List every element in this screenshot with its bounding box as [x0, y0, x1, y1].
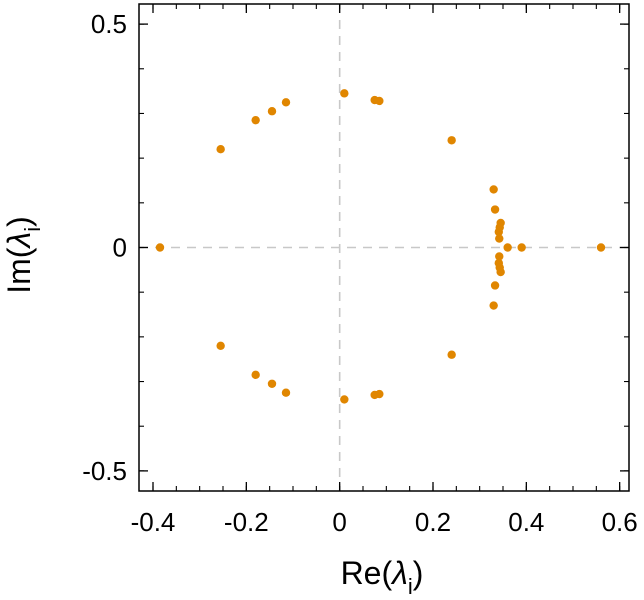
plot-frame: [138, 3, 630, 492]
eigenvalue-point: [375, 96, 384, 106]
eigenvalue-point: [216, 341, 225, 350]
eigenvalue-point: [503, 243, 512, 252]
eigenvalue-point: [340, 395, 349, 404]
x-axis-label: Re(λi): [341, 555, 424, 599]
eigenvalue-point: [495, 252, 504, 261]
eigenvalue-point: [155, 243, 165, 252]
eigenvalue-point: [281, 388, 291, 397]
y-tick-label: 0.5: [91, 9, 127, 39]
eigenvalue-point: [517, 243, 526, 252]
eigenvalue-point: [216, 145, 225, 154]
eigenvalue-point: [340, 89, 349, 98]
data-points: [155, 89, 606, 404]
eigenvalue-point: [596, 243, 606, 252]
axis-ticks: [139, 4, 629, 491]
eigenvalue-point: [267, 107, 277, 116]
eigenvalue-point: [375, 389, 384, 399]
eigenvalue-point: [267, 379, 277, 388]
eigenvalue-point: [447, 350, 456, 359]
eigenvalue-point: [489, 301, 498, 310]
eigenvalue-point: [281, 98, 291, 107]
eigenvalue-point: [447, 136, 456, 145]
eigenvalue-point: [494, 227, 503, 237]
y-axis-label: Im(λi): [1, 216, 45, 294]
eigenvalue-point: [495, 234, 504, 243]
x-tick-label: 0.6: [602, 507, 638, 537]
y-tick-label: 0: [113, 233, 127, 263]
reference-lines: [139, 4, 629, 491]
eigenvalue-point: [251, 370, 260, 380]
eigenvalue-point: [490, 205, 500, 214]
eigenvalue-point: [490, 281, 500, 290]
tick-labels: -0.4 -0.2 0 0.2 0.4 0.6 -0.5 0 0.5: [82, 9, 638, 537]
y-tick-label: -0.5: [82, 456, 127, 486]
x-tick-label: 0: [332, 507, 346, 537]
x-tick-label: 0.2: [415, 507, 451, 537]
x-tick-label: -0.2: [224, 507, 269, 537]
eigenvalue-point: [489, 185, 498, 194]
x-tick-label: -0.4: [131, 507, 176, 537]
eigenvalue-point: [494, 258, 503, 268]
x-tick-label: 0.4: [508, 507, 544, 537]
eigenvalue-point: [251, 115, 260, 125]
